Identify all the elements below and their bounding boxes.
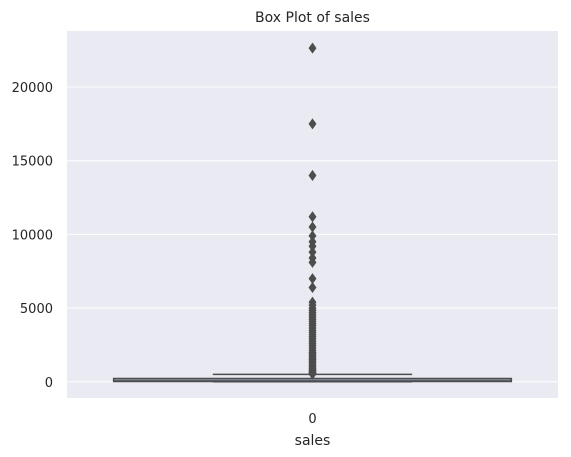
- y-tick-label: 10000: [12, 228, 53, 243]
- outlier-point: [308, 169, 317, 181]
- outlier-point: [308, 42, 317, 54]
- chart-title: Box Plot of sales: [255, 10, 370, 26]
- y-axis-ticks: 0 5000 10000 15000 20000: [12, 81, 53, 391]
- x-tick-label: 0: [308, 412, 316, 427]
- outlier-points: [308, 42, 317, 380]
- y-tick-label: 0: [45, 376, 53, 391]
- y-tick-label: 5000: [20, 302, 53, 317]
- y-tick-label: 20000: [12, 81, 53, 96]
- outlier-point: [308, 256, 317, 268]
- y-tick-label: 15000: [12, 155, 53, 170]
- x-axis-ticks: 0: [308, 412, 316, 427]
- outlier-point: [308, 368, 317, 380]
- x-axis-label: sales: [295, 433, 331, 449]
- outlier-point: [308, 281, 317, 293]
- outlier-point: [308, 118, 317, 130]
